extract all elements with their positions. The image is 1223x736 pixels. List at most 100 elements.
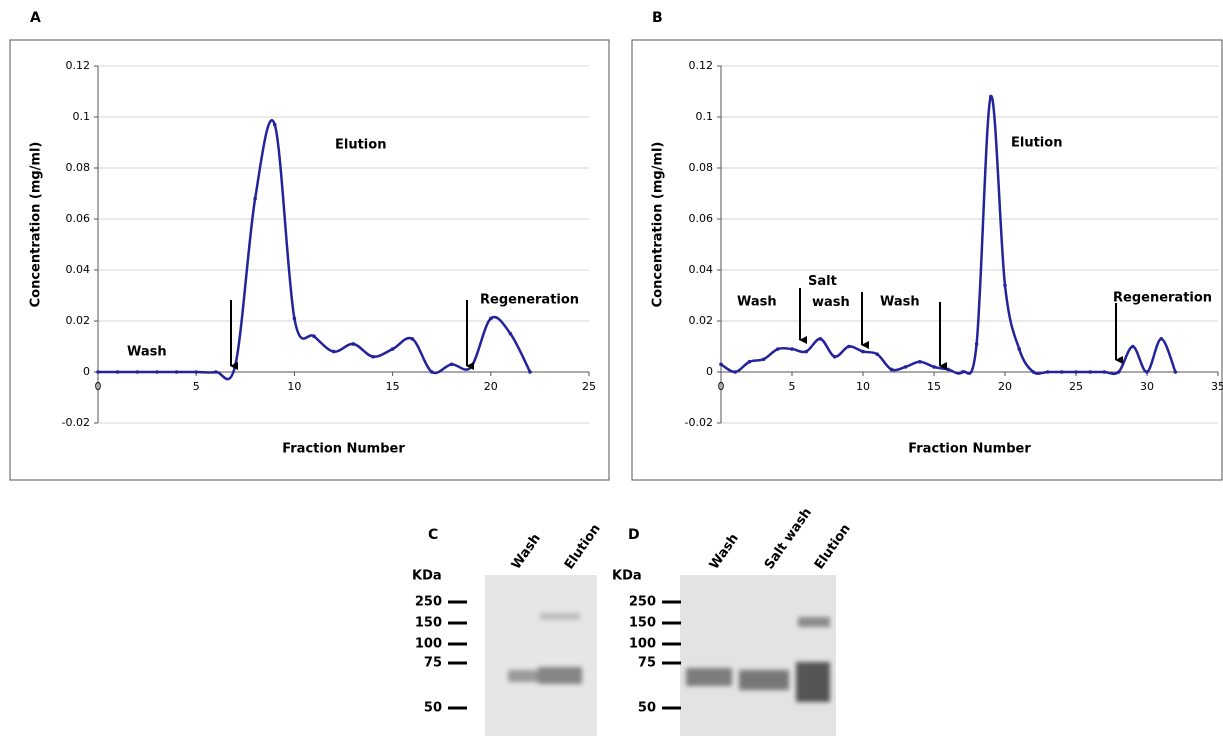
annotation: Regeneration [480, 293, 579, 308]
panel-label: B [652, 10, 663, 26]
data-point [194, 370, 198, 374]
y-tick-label: 0.08 [689, 161, 714, 174]
data-point [1174, 370, 1178, 374]
marker-label: 150 [415, 616, 442, 631]
data-point [332, 350, 336, 354]
x-tick-label: 10 [287, 380, 301, 393]
x-tick-label: 15 [927, 380, 941, 393]
data-point [1003, 284, 1007, 288]
data-point [719, 363, 723, 367]
x-tick-label: 0 [718, 380, 725, 393]
y-tick-label: 0 [83, 365, 90, 378]
data-point [293, 317, 297, 321]
gel [485, 575, 597, 736]
data-point [1032, 370, 1036, 374]
x-axis-title: Fraction Number [282, 442, 405, 457]
data-point [989, 95, 993, 99]
x-tick-label: 5 [789, 380, 796, 393]
data-point [234, 363, 238, 367]
y-tick-label: 0.02 [689, 314, 714, 327]
data-point [214, 370, 218, 374]
data-point [748, 360, 752, 364]
data-point [833, 355, 837, 359]
panel-label: A [30, 10, 41, 26]
marker-label: 150 [629, 616, 656, 631]
data-point [1117, 370, 1121, 374]
annotation: Elution [335, 138, 386, 153]
y-tick-label: 0.06 [689, 212, 714, 225]
data-line [721, 96, 1175, 374]
data-point [1060, 370, 1064, 374]
y-tick-label: 0.12 [689, 59, 714, 72]
data-point [804, 350, 808, 354]
y-tick-label: 0.06 [66, 212, 91, 225]
y-tick-label: 0.04 [66, 263, 91, 276]
data-point [961, 370, 965, 374]
marker-label: 50 [638, 701, 656, 716]
marker-label: 100 [415, 637, 442, 652]
data-point [1074, 370, 1078, 374]
data-point [410, 337, 414, 341]
y-axis-title: Concentration (mg/ml) [29, 142, 44, 308]
data-point [135, 370, 139, 374]
x-tick-label: 25 [1069, 380, 1083, 393]
panel-frame [10, 40, 609, 480]
annotation: Regeneration [1113, 291, 1212, 306]
marker-label: 75 [638, 656, 656, 671]
data-point [116, 370, 120, 374]
data-point [1017, 347, 1021, 351]
y-tick-label: 0.1 [696, 110, 714, 123]
data-point [904, 365, 908, 369]
data-point [352, 342, 356, 346]
y-tick-label: 0.08 [66, 161, 91, 174]
y-tick-label: 0 [706, 365, 713, 378]
annotation: Wash [880, 295, 920, 310]
data-point [312, 335, 316, 339]
data-point [371, 355, 375, 359]
y-tick-label: -0.02 [685, 416, 713, 429]
marker-label: 50 [424, 701, 442, 716]
lane-label: Salt wash [762, 505, 815, 572]
lane-label: Wash [707, 531, 742, 572]
data-point [890, 368, 894, 372]
data-point [509, 332, 513, 336]
data-point [847, 345, 851, 349]
data-point [1159, 337, 1163, 341]
data-point [762, 357, 766, 361]
unit-label: KDa [412, 569, 442, 584]
data-point [1088, 370, 1092, 374]
data-point [489, 317, 493, 321]
annotation: Wash [127, 345, 167, 360]
data-point [790, 347, 794, 351]
data-point [528, 370, 532, 374]
marker-label: 250 [629, 595, 656, 610]
x-tick-label: 0 [95, 380, 102, 393]
data-point [875, 352, 879, 356]
data-point [776, 347, 780, 351]
x-tick-label: 30 [1140, 380, 1154, 393]
lane-label: Elution [562, 522, 604, 573]
data-point [946, 368, 950, 372]
x-tick-label: 20 [998, 380, 1012, 393]
unit-label: KDa [612, 569, 642, 584]
marker-label: 75 [424, 656, 442, 671]
x-axis-title: Fraction Number [908, 442, 1031, 457]
x-tick-label: 5 [193, 380, 200, 393]
x-tick-label: 25 [582, 380, 596, 393]
data-point [253, 197, 257, 201]
data-point [1145, 370, 1149, 374]
gel [680, 575, 836, 736]
data-point [391, 347, 395, 351]
y-tick-label: 0.04 [689, 263, 714, 276]
panel-label: D [628, 527, 640, 543]
x-tick-label: 15 [386, 380, 400, 393]
data-point [450, 363, 454, 367]
data-line [98, 120, 530, 379]
data-point [175, 370, 179, 374]
x-tick-label: 10 [856, 380, 870, 393]
data-point [273, 123, 277, 127]
y-tick-label: -0.02 [62, 416, 90, 429]
y-tick-label: 0.02 [66, 314, 91, 327]
data-point [861, 350, 865, 354]
marker-label: 100 [629, 637, 656, 652]
